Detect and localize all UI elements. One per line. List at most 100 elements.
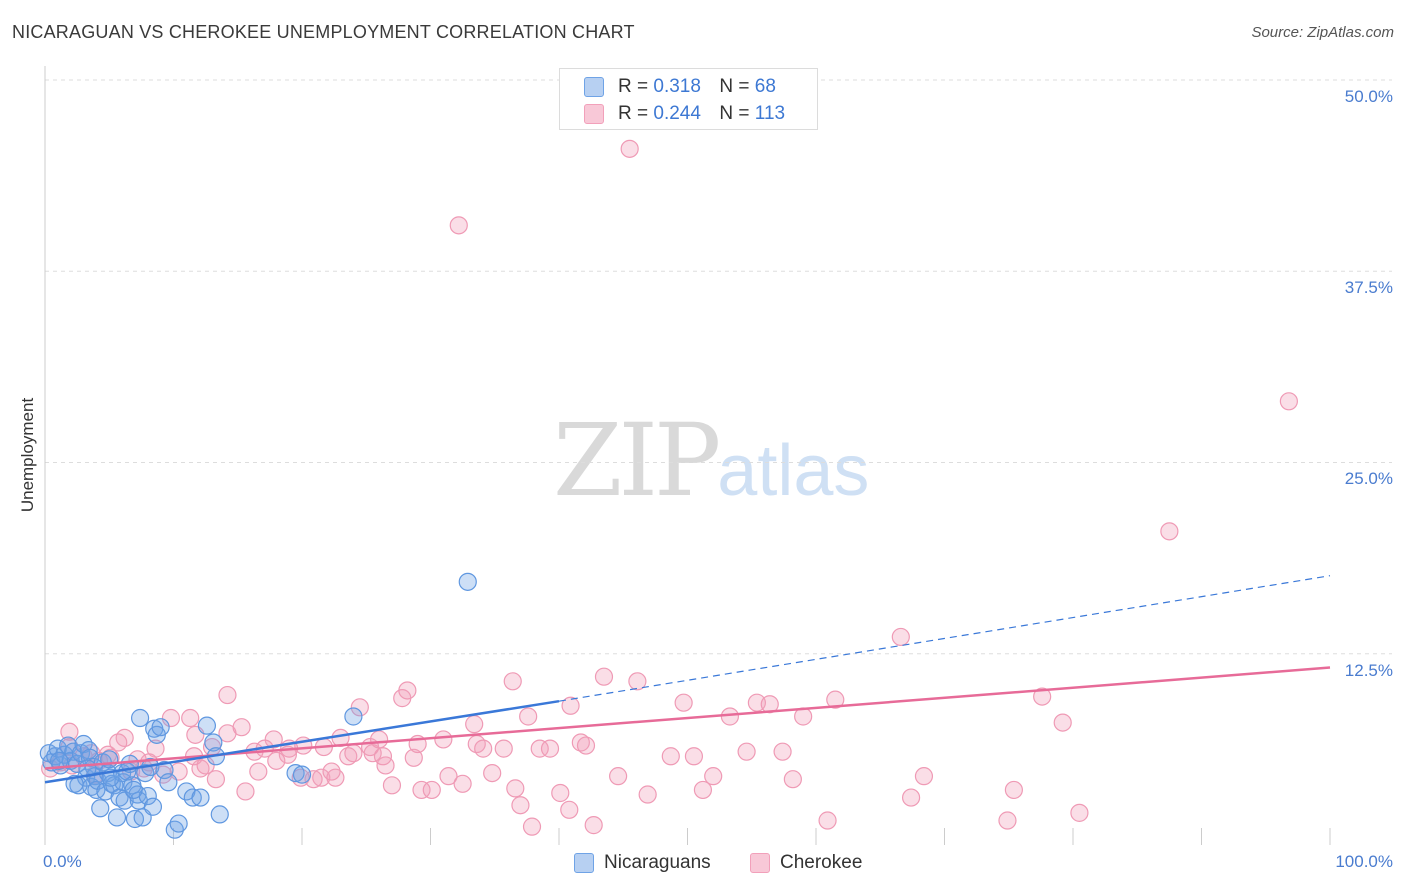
cherokee-point [594, 667, 614, 686]
cherokee-point [620, 139, 639, 158]
nicaraguans-point [100, 750, 119, 769]
bottom-legend-cherokee: Cherokee [750, 852, 862, 874]
cherokee-point [576, 736, 596, 755]
cherokee-swatch [750, 853, 770, 873]
cherokee-point [891, 627, 910, 647]
nicaraguans-point [79, 741, 98, 760]
nicaraguans-point [197, 716, 217, 735]
cherokee-point [693, 780, 713, 800]
cherokee-point [412, 780, 431, 800]
nicaraguans-point [458, 572, 477, 591]
x-tick-label: 0.0% [43, 852, 82, 871]
cherokee-point [232, 718, 251, 737]
legend-row-cherokee: R = 0.244 N = 113 [584, 102, 785, 126]
cherokee-point [901, 788, 921, 807]
cherokee-point [773, 742, 792, 761]
chart-title: NICARAGUAN VS CHEROKEE UNEMPLOYMENT CORR… [12, 22, 635, 42]
nicaraguans-point [107, 808, 127, 827]
y-tick-label: 12.5% [1344, 661, 1393, 680]
nicaraguans-point [87, 780, 106, 800]
cherokee-point [322, 762, 341, 781]
y-tick-label: 37.5% [1344, 278, 1393, 297]
cherokee-point [474, 739, 493, 758]
nicaraguans-point [110, 788, 129, 807]
nicaraguans-point [91, 799, 110, 818]
cherokee-point [267, 751, 286, 770]
cherokee-point [628, 672, 647, 691]
legend-row-nicaraguans: R = 0.318 N = 68 [584, 75, 776, 99]
cherokee-point [449, 216, 468, 235]
cherokee-point [109, 733, 128, 752]
n-label: N = [719, 103, 750, 124]
nicaraguans-point [50, 751, 69, 770]
cherokee-point [434, 730, 453, 749]
nicaraguans-swatch [574, 853, 594, 873]
cherokee-point [540, 739, 560, 758]
legend-label: Nicaraguans [604, 852, 711, 873]
cherokee-point [998, 811, 1017, 830]
cherokee-point [826, 690, 845, 709]
cherokee-point [453, 774, 472, 793]
r-label: R = [618, 76, 649, 97]
cherokee-point [519, 707, 538, 726]
cherokee-point [344, 744, 363, 763]
cherokee-point [571, 733, 590, 752]
cherokee-point [551, 783, 570, 803]
n-value: 68 [754, 76, 776, 97]
cherokee-point [674, 693, 693, 712]
nicaraguans-point [65, 774, 84, 793]
nicaraguans-trend-extension [558, 575, 1331, 702]
cherokee-point [312, 768, 331, 787]
cherokee-point [522, 817, 542, 836]
r-label: R = [618, 103, 649, 124]
n-value: 113 [754, 103, 786, 124]
nicaraguans-point [159, 773, 178, 792]
cherokee-trend-line [44, 666, 1331, 770]
cherokee-point [511, 796, 530, 815]
cherokee-point [1033, 687, 1052, 706]
cherokee-point [465, 715, 484, 734]
cherokee-point [404, 748, 423, 767]
cherokee-point [783, 770, 802, 789]
cherokee-point [684, 747, 704, 766]
cherokee-point [914, 767, 934, 786]
nicaraguans-point [210, 805, 229, 824]
cherokee-point [161, 708, 181, 728]
cherokee-point [218, 685, 237, 705]
cherokee-point [661, 747, 680, 766]
cherokee-point [704, 767, 723, 786]
cherokee-point [439, 767, 458, 786]
correlation-legend: R = 0.318 N = 68 R = 0.244 N = 113 [559, 68, 818, 130]
nicaraguans-point [125, 809, 145, 829]
nicaraguans-point [143, 797, 163, 816]
cherokee-point [818, 811, 837, 830]
legend-label: Cherokee [780, 852, 863, 873]
cherokee-point [115, 728, 134, 748]
cherokee-point [638, 785, 657, 804]
cherokee-point [503, 672, 522, 691]
x-tick-label: 100.0% [1335, 852, 1393, 871]
y-axis-label: Unemployment [18, 397, 37, 513]
nicaraguans-point [286, 763, 305, 783]
nicaraguans-point [151, 718, 170, 737]
nicaraguans-point [292, 765, 312, 784]
cherokee-point [382, 776, 402, 795]
r-value: 0.244 [653, 103, 701, 124]
bottom-legend-nicaraguans: Nicaraguans [574, 852, 711, 874]
source-credit: Source: ZipAtlas.com [1251, 24, 1394, 41]
nicaraguans-point [130, 708, 150, 728]
cherokee-point [236, 782, 255, 801]
y-tick-label: 50.0% [1344, 87, 1393, 106]
cherokee-point [737, 742, 756, 761]
cherokee-point [530, 739, 549, 758]
cherokee-point [422, 780, 441, 800]
cherokee-point [370, 730, 389, 749]
cherokee-point [249, 762, 268, 781]
nicaraguans-point [204, 733, 223, 752]
cherokee-point [506, 779, 525, 798]
cherokee-point [560, 800, 579, 819]
cherokee-point [494, 739, 513, 758]
cherokee-point [350, 698, 369, 717]
cherokee-point [304, 770, 323, 789]
